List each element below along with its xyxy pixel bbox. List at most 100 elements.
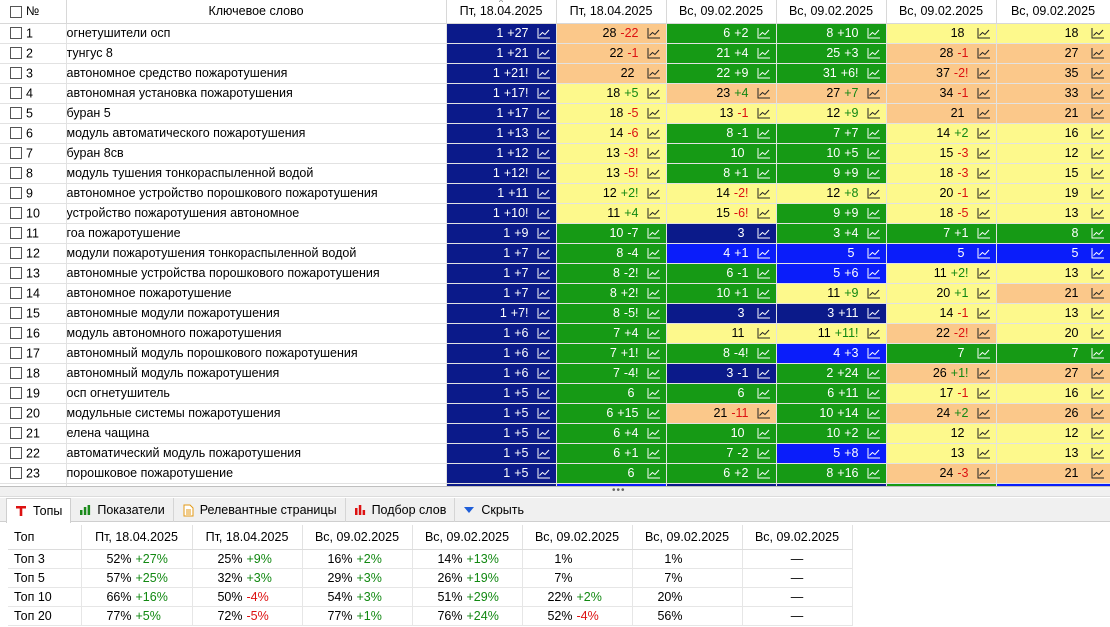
trend-chart-icon[interactable]: [537, 167, 551, 179]
trend-chart-icon[interactable]: [867, 447, 881, 459]
trend-chart-icon[interactable]: [1091, 227, 1105, 239]
table-row[interactable]: 19 осп огнетушитель 1 +5 6 6 6 +11 17 -1 16: [0, 383, 1110, 404]
row-checkbox[interactable]: [10, 247, 22, 260]
trend-chart-icon[interactable]: [537, 247, 551, 259]
position-cell[interactable]: 8 +10: [776, 23, 887, 44]
position-cell[interactable]: 15: [996, 163, 1110, 184]
position-cell[interactable]: 11 +9: [776, 283, 887, 304]
position-cell[interactable]: 22: [556, 63, 667, 84]
position-cell[interactable]: 1 +7: [446, 283, 557, 304]
position-cell[interactable]: 27: [996, 363, 1110, 384]
table-row[interactable]: 12 модули пожаротушения тонкораспыленной …: [0, 243, 1110, 264]
trend-chart-icon[interactable]: [757, 327, 771, 339]
row-checkbox[interactable]: [10, 187, 22, 200]
position-cell[interactable]: 3: [666, 223, 777, 244]
position-cell[interactable]: 11: [666, 323, 777, 344]
position-cell[interactable]: 21: [996, 463, 1110, 484]
position-cell[interactable]: 26 +1!: [886, 363, 997, 384]
trend-chart-icon[interactable]: [537, 347, 551, 359]
position-cell[interactable]: 16: [996, 123, 1110, 144]
position-cell[interactable]: 13 -5!: [556, 163, 667, 184]
position-cell[interactable]: 1 +7: [446, 263, 557, 284]
position-cell[interactable]: 28 -22: [556, 23, 667, 44]
position-cell[interactable]: 6 +2: [666, 23, 777, 44]
position-cell[interactable]: 1 +10!: [446, 203, 557, 224]
trend-chart-icon[interactable]: [647, 167, 661, 179]
position-cell[interactable]: 8 +2!: [556, 283, 667, 304]
trend-chart-icon[interactable]: [867, 207, 881, 219]
keyword-cell[interactable]: автономное устройство порошкового пожаро…: [66, 183, 447, 204]
keyword-cell[interactable]: гоа пожаротушение: [66, 223, 447, 244]
position-cell[interactable]: 11 +11!: [776, 323, 887, 344]
trend-chart-icon[interactable]: [1091, 307, 1105, 319]
position-cell[interactable]: 4 +3: [776, 343, 887, 364]
position-cell[interactable]: 11 +2!: [886, 263, 997, 284]
position-cell[interactable]: 1+4: [446, 483, 557, 486]
position-cell[interactable]: 8 +16: [776, 463, 887, 484]
column-header-date[interactable]: ^ Пт, 18.04.2025: [446, 0, 557, 24]
position-cell[interactable]: 18: [886, 23, 997, 44]
position-cell[interactable]: 1 +7!: [446, 303, 557, 324]
position-cell[interactable]: 1 +5: [446, 443, 557, 464]
trend-chart-icon[interactable]: [977, 407, 991, 419]
trend-chart-icon[interactable]: [537, 187, 551, 199]
trend-chart-icon[interactable]: [537, 447, 551, 459]
trend-chart-icon[interactable]: [537, 327, 551, 339]
keyword-cell[interactable]: модуль тушения тонкораспыленной водой: [66, 163, 447, 184]
trend-chart-icon[interactable]: [757, 27, 771, 39]
trend-chart-icon[interactable]: [867, 347, 881, 359]
position-cell[interactable]: 8: [996, 223, 1110, 244]
trend-chart-icon[interactable]: [977, 327, 991, 339]
row-checkbox[interactable]: [10, 467, 22, 480]
trend-chart-icon[interactable]: [757, 427, 771, 439]
keyword-cell[interactable]: огнетушители осп: [66, 23, 447, 44]
position-cell[interactable]: 2 +24: [776, 363, 887, 384]
trend-chart-icon[interactable]: [977, 107, 991, 119]
trend-chart-icon[interactable]: [1091, 27, 1105, 39]
trend-chart-icon[interactable]: [867, 387, 881, 399]
trend-chart-icon[interactable]: [867, 467, 881, 479]
position-cell[interactable]: 7: [886, 343, 997, 364]
trend-chart-icon[interactable]: [977, 127, 991, 139]
row-checkbox[interactable]: [10, 427, 22, 440]
trend-chart-icon[interactable]: [647, 27, 661, 39]
position-cell[interactable]: 13 -3!: [556, 143, 667, 164]
trend-chart-icon[interactable]: [1091, 287, 1105, 299]
trend-chart-icon[interactable]: [867, 327, 881, 339]
trend-chart-icon[interactable]: [977, 467, 991, 479]
position-cell[interactable]: 18 -5: [886, 203, 997, 224]
trend-chart-icon[interactable]: [537, 287, 551, 299]
position-cell[interactable]: 37 -2!: [886, 63, 997, 84]
trend-chart-icon[interactable]: [647, 47, 661, 59]
position-cell[interactable]: 7 +1!: [556, 343, 667, 364]
position-cell[interactable]: 9 +9: [776, 163, 887, 184]
position-cell[interactable]: 6-1: [666, 263, 777, 284]
trend-chart-icon[interactable]: [1091, 67, 1105, 79]
position-cell[interactable]: 5: [886, 243, 997, 264]
position-cell[interactable]: 1 +5: [446, 463, 557, 484]
keyword-cell[interactable]: модульные системы пожаротушения: [66, 403, 447, 424]
trend-chart-icon[interactable]: [1091, 267, 1105, 279]
table-row[interactable]: 24модульные установки пожаротушения тонк…: [0, 483, 1110, 486]
position-cell[interactable]: 6: [556, 383, 667, 404]
panel-splitter[interactable]: •••: [0, 485, 1110, 497]
trend-chart-icon[interactable]: [647, 307, 661, 319]
position-cell[interactable]: 20 +1: [886, 283, 997, 304]
position-cell[interactable]: 19: [996, 183, 1110, 204]
trend-chart-icon[interactable]: [537, 127, 551, 139]
trend-chart-icon[interactable]: [977, 447, 991, 459]
column-header-date[interactable]: Вс, 09.02.2025: [996, 0, 1110, 24]
trend-chart-icon[interactable]: [867, 67, 881, 79]
tops-date-header[interactable]: Вс, 09.02.2025: [742, 525, 853, 550]
trend-chart-icon[interactable]: [537, 227, 551, 239]
trend-chart-icon[interactable]: [1091, 387, 1105, 399]
tab-hide[interactable]: Скрыть: [455, 498, 532, 522]
position-cell[interactable]: 1 +6: [446, 363, 557, 384]
position-cell[interactable]: 26: [996, 403, 1110, 424]
trend-chart-icon[interactable]: [1091, 327, 1105, 339]
trend-chart-icon[interactable]: [867, 267, 881, 279]
trend-chart-icon[interactable]: [867, 407, 881, 419]
keyword-cell[interactable]: автономная установка пожаротушения: [66, 83, 447, 104]
table-row[interactable]: 15 автономные модули пожаротушения 1 +7! 8 -5…: [0, 303, 1110, 324]
table-row[interactable]: 11 гоа пожаротушение 1 +9 10 -7 3 3 +4 7 +1 8: [0, 223, 1110, 244]
